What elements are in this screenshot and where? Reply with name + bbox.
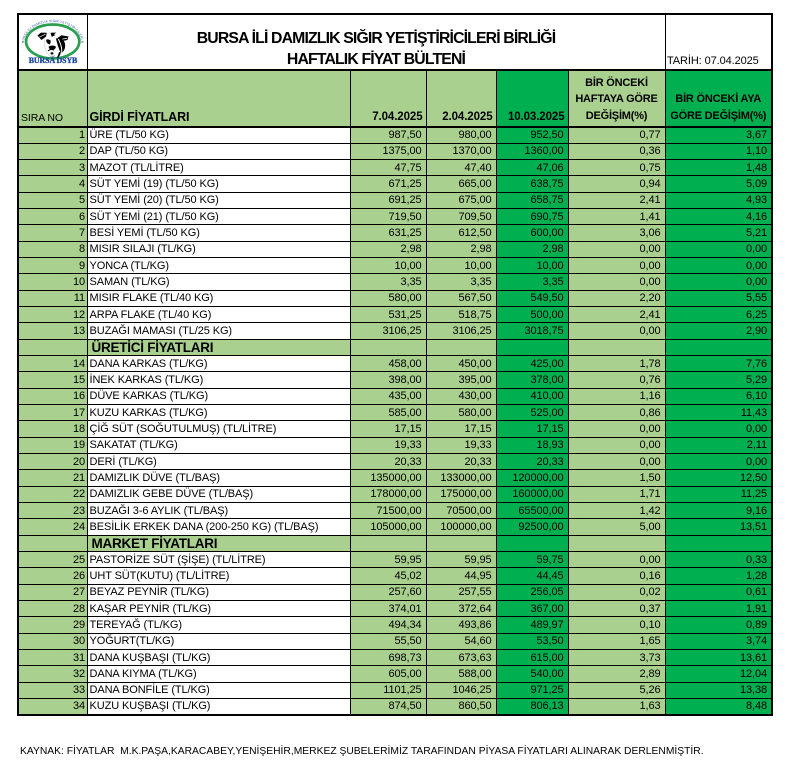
svg-text:1995: 1995 <box>50 55 56 58</box>
svg-text:BURSA İLİ DAMIZLIK SIĞIR YETİŞ: BURSA İLİ DAMIZLIK SIĞIR YETİŞTİRİCİLERİ… <box>22 17 84 43</box>
svg-text:BURSA DSYB: BURSA DSYB <box>29 56 78 65</box>
